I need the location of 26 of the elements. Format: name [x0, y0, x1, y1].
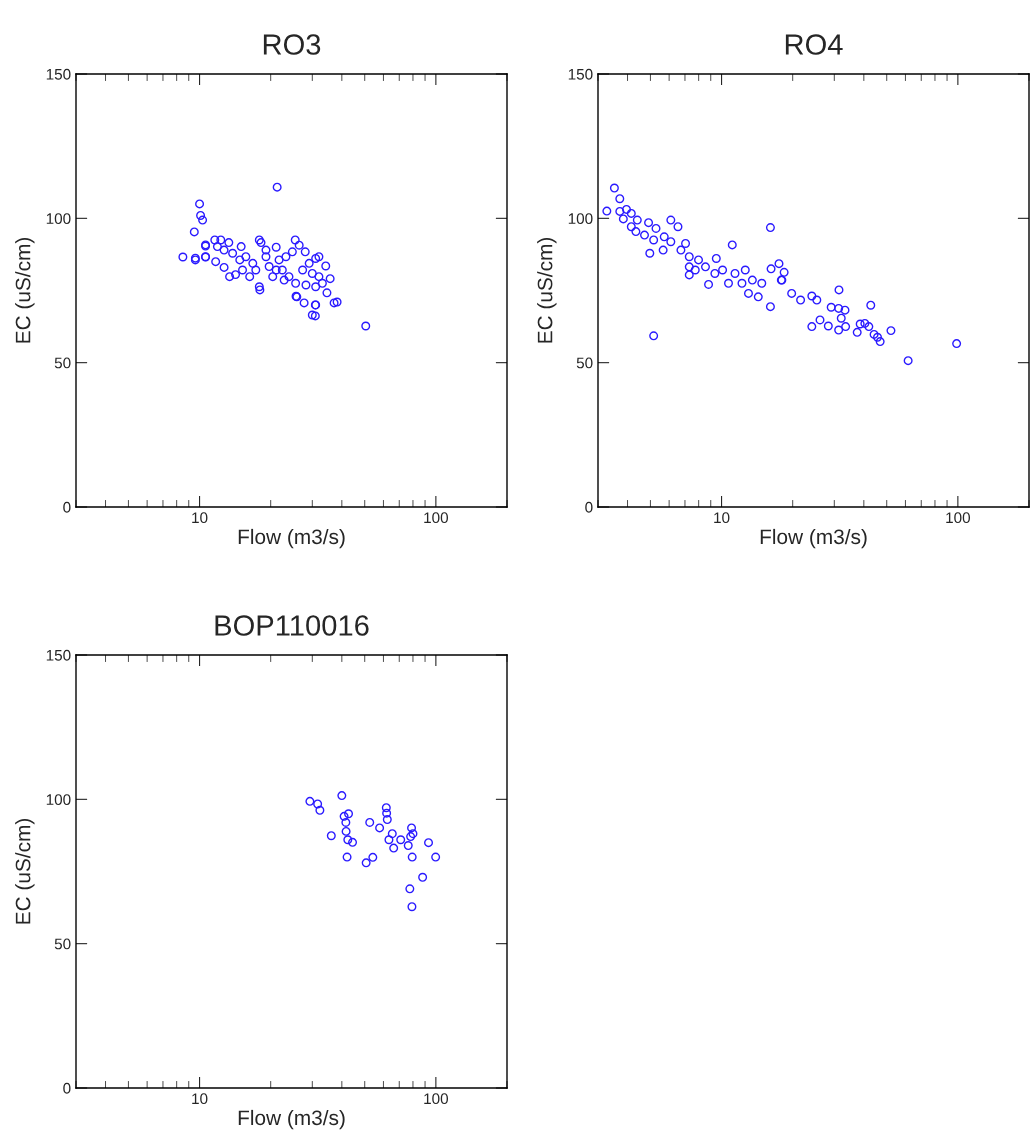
chart-title: BOP110016 [215, 615, 369, 636]
y-tick-label: 100 [46, 794, 71, 806]
x-tick-label: 100 [946, 512, 971, 524]
x-tick-label: 100 [424, 512, 449, 524]
y-axis-title: EC (uS/cm) [15, 818, 35, 924]
chart-title: RO4 [785, 34, 843, 55]
y-tick-label: 150 [46, 68, 71, 80]
y-axis-title: EC (uS/cm) [537, 237, 557, 343]
x-axis-title: Flow (m3/s) [760, 528, 867, 549]
x-axis-title: Flow (m3/s) [238, 528, 345, 549]
y-tick-label: 50 [54, 938, 71, 950]
x-tick-label: 10 [192, 1093, 208, 1105]
y-tick-label: 0 [585, 501, 593, 513]
y-tick-label: 100 [46, 213, 71, 225]
y-tick-label: 150 [568, 68, 593, 80]
x-axis-title: Flow (m3/s) [238, 1109, 345, 1130]
y-tick-label: 0 [63, 501, 71, 513]
x-tick-label: 10 [192, 512, 208, 524]
y-axis-title: EC (uS/cm) [15, 237, 35, 343]
y-tick-label: 0 [63, 1082, 71, 1094]
y-tick-label: 50 [576, 357, 593, 369]
x-tick-label: 10 [714, 512, 730, 524]
y-tick-label: 150 [46, 649, 71, 661]
y-tick-label: 100 [568, 213, 593, 225]
y-tick-label: 50 [54, 357, 71, 369]
chart-title: RO3 [263, 34, 321, 55]
